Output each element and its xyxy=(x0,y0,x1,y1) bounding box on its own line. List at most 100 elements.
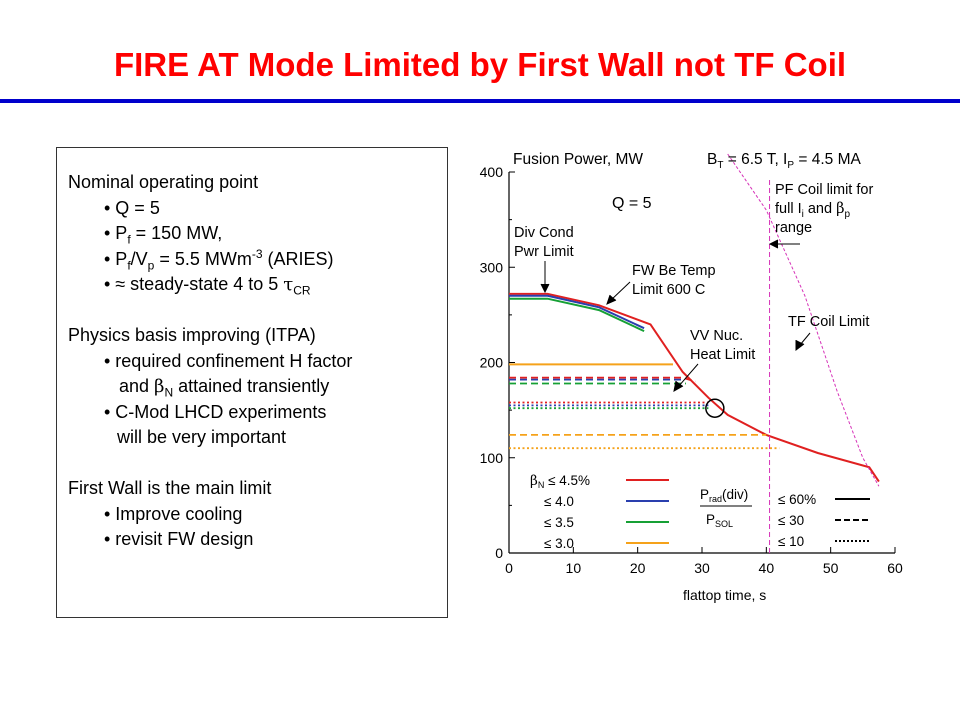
tf-coil-limit-curve xyxy=(727,153,880,487)
ip-sub: P xyxy=(787,160,794,171)
y-tick-label: 100 xyxy=(480,450,504,466)
chart-title: Fusion Power, MW xyxy=(513,151,643,168)
x-axis-label: flattop time, s xyxy=(683,587,766,603)
bullet-pfvp-value: = 5.5 MWm xyxy=(154,248,252,269)
bullet-cmod: • C-Mod LHCD experiments xyxy=(104,401,327,422)
legend-prad-label: ≤ 60% xyxy=(778,492,816,507)
psol-sub: SOL xyxy=(715,519,733,529)
pf-and: and xyxy=(804,201,836,217)
vv-arrow xyxy=(677,363,699,388)
bullet-pf-sub: f xyxy=(127,232,131,247)
bullet-q: • Q = 5 xyxy=(104,197,160,218)
bullet-cmod-cont: will be very important xyxy=(117,427,287,447)
x-tick-label: 50 xyxy=(823,560,839,576)
series-layer xyxy=(509,292,880,483)
vv-label-2: Heat Limit xyxy=(690,347,755,363)
y-tick-label: 0 xyxy=(495,545,503,561)
x-tick-label: 30 xyxy=(694,560,710,576)
fw-be-label-2: Limit 600 C xyxy=(632,282,705,298)
x-tick-label: 10 xyxy=(566,560,582,576)
beta-sub: N xyxy=(164,385,174,400)
bt-sub: T xyxy=(717,160,723,171)
legend-prad-denominator: PSOL xyxy=(706,512,733,529)
bullet-steady-state: • ≈ steady-state 4 to 5 τCR xyxy=(68,272,447,298)
x-tick-label: 0 xyxy=(505,560,513,576)
tf-arrow-head xyxy=(795,340,805,351)
y-tick-label: 300 xyxy=(480,259,504,275)
bullet-h-factor: • required confinement H factor xyxy=(104,350,353,371)
prad-p: P xyxy=(700,487,709,502)
series-line-solid xyxy=(509,294,645,330)
pf-i-sub: i xyxy=(802,209,804,220)
bullet-pfvp-text: • P xyxy=(104,248,128,269)
bullet-pfvp-post: (ARIES) xyxy=(262,248,334,269)
div-cond-label-1: Div Cond xyxy=(514,225,574,241)
prad-sub: rad xyxy=(709,494,722,504)
legend-beta-sub: N xyxy=(538,480,545,490)
legend-beta-label: βN ≤ 4.5% xyxy=(530,473,590,490)
legend-beta-label: ≤ 4.0 xyxy=(544,494,574,509)
legend-beta-symbol: β xyxy=(530,473,538,489)
legend-beta-label: ≤ 3.5 xyxy=(544,515,574,530)
psol-p: P xyxy=(706,512,715,527)
bullet-pfvp: • Pf/Vp = 5.5 MWm-3 (ARIES) xyxy=(68,247,447,273)
legend-beta-label: ≤ 3.0 xyxy=(544,536,574,551)
pf-p-sub: p xyxy=(844,209,850,220)
pf-label-1: PF Coil limit for xyxy=(775,182,873,198)
bullet-ss-sub: CR xyxy=(293,283,311,298)
series-line-solid xyxy=(509,297,645,333)
q-label: Q = 5 xyxy=(612,195,652,212)
fw-be-arrow-head xyxy=(606,294,617,305)
bullet-pfvp-sub2: p xyxy=(147,258,155,273)
bullet-pfvp-mid: /V xyxy=(130,248,148,269)
tau-symbol: τ xyxy=(283,274,294,295)
bullet-pfvp-sub1: f xyxy=(127,258,131,273)
legend-beta-value: ≤ 3.0 xyxy=(544,536,574,551)
spacer xyxy=(68,451,447,477)
bullet-pf-value: = 150 MW, xyxy=(130,223,223,243)
bullet-ss-text: • ≈ steady-state 4 to 5 xyxy=(104,274,284,294)
div-cond-arrow-head xyxy=(540,283,550,294)
pf-label-3: range xyxy=(775,220,812,236)
slide-title: FIRE AT Mode Limited by First Wall not T… xyxy=(113,46,847,83)
title-underline xyxy=(0,99,960,103)
beta-symbol: β xyxy=(154,376,165,397)
legend-prad-numerator: Prad(div) xyxy=(700,487,748,504)
annotation-arrows xyxy=(540,239,811,392)
x-tick-label: 60 xyxy=(887,560,903,576)
prad-div: (div) xyxy=(722,487,748,502)
chart-header-bt-ip: BT = 6.5 T, IP = 4.5 MA xyxy=(707,151,861,171)
bullet-pf-text: • P xyxy=(104,223,128,243)
ip-value: = 4.5 MA xyxy=(794,151,861,168)
bullet-fw-design: • revisit FW design xyxy=(104,529,254,549)
legend-beta-value: ≤ 4.0 xyxy=(544,494,574,509)
vv-label-1: VV Nuc. xyxy=(690,328,743,344)
bt-value: = 6.5 T, I xyxy=(723,151,787,168)
x-tick-label: 40 xyxy=(759,560,775,576)
bullet-cooling: • Improve cooling xyxy=(104,503,243,524)
y-tick-label: 200 xyxy=(480,355,504,371)
fusion-power-chart: 0 100 200 300 400 0 10 20 30 40 50 60 Fusion Power,… xyxy=(480,151,903,603)
legend-beta-value: ≤ 4.5% xyxy=(544,473,590,488)
div-cond-label-2: Pwr Limit xyxy=(514,244,574,260)
legend-prad-label: ≤ 30 xyxy=(778,513,804,528)
pf-beta: β xyxy=(836,201,844,217)
pf-label-2: full Ii and βp xyxy=(775,201,850,220)
bullet-pfvp-sup: -3 xyxy=(251,246,263,261)
legend-prad-label: ≤ 10 xyxy=(778,534,804,549)
fw-be-label-1: FW Be Temp xyxy=(632,263,716,279)
tf-coil-label: TF Coil Limit xyxy=(788,314,869,330)
chart-axes: 0 100 200 300 400 0 10 20 30 40 50 60 xyxy=(480,164,903,576)
bullet-h-factor-cont: and βN attained transiently xyxy=(68,374,447,400)
bt-symbol: B xyxy=(707,151,717,168)
vv-limit-marker xyxy=(705,398,725,418)
limits-layer xyxy=(705,153,880,553)
cont-text: and xyxy=(119,376,155,396)
bullet-pf: • Pf = 150 MW, xyxy=(68,221,447,247)
vv-arrow-head xyxy=(673,380,684,392)
series-line-dashed xyxy=(509,376,696,383)
y-tick-label: 400 xyxy=(480,164,504,180)
pf-full-i: full I xyxy=(775,201,802,217)
heading-physics: Physics basis improving (ITPA) xyxy=(68,325,316,345)
pf-arrow-head xyxy=(768,239,779,249)
